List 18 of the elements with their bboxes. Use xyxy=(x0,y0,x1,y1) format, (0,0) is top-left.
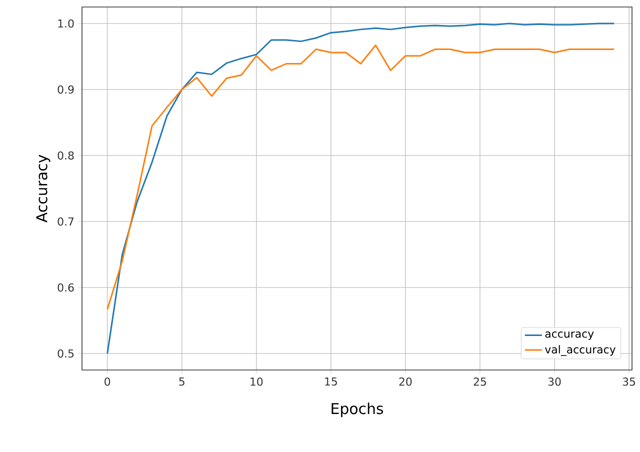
x-tick-label: 15 xyxy=(325,378,337,386)
x-tick-label: 10 xyxy=(250,378,263,386)
legend-label: accuracy xyxy=(545,331,594,340)
y-tick-label: 0.7 xyxy=(58,217,74,226)
x-tick-label: 25 xyxy=(474,378,486,386)
x-tick-label: 0 xyxy=(104,378,110,386)
y-tick-label: 0.6 xyxy=(58,283,74,292)
legend-label: val_accuracy xyxy=(544,345,616,356)
y-tick-label: 0.5 xyxy=(58,349,74,358)
x-axis-title: Epochs xyxy=(332,402,384,418)
x-tick-label: 30 xyxy=(548,378,561,386)
y-axis-title: Accuracy xyxy=(36,154,50,222)
y-tick-label: 0.9 xyxy=(58,85,74,94)
x-tick-label: 20 xyxy=(399,378,412,386)
x-tick-label: 35 xyxy=(622,378,636,386)
y-tick-label: 1.0 xyxy=(58,19,74,28)
x-tick-label: 5 xyxy=(179,378,184,386)
y-tick-label: 0.8 xyxy=(58,151,74,160)
